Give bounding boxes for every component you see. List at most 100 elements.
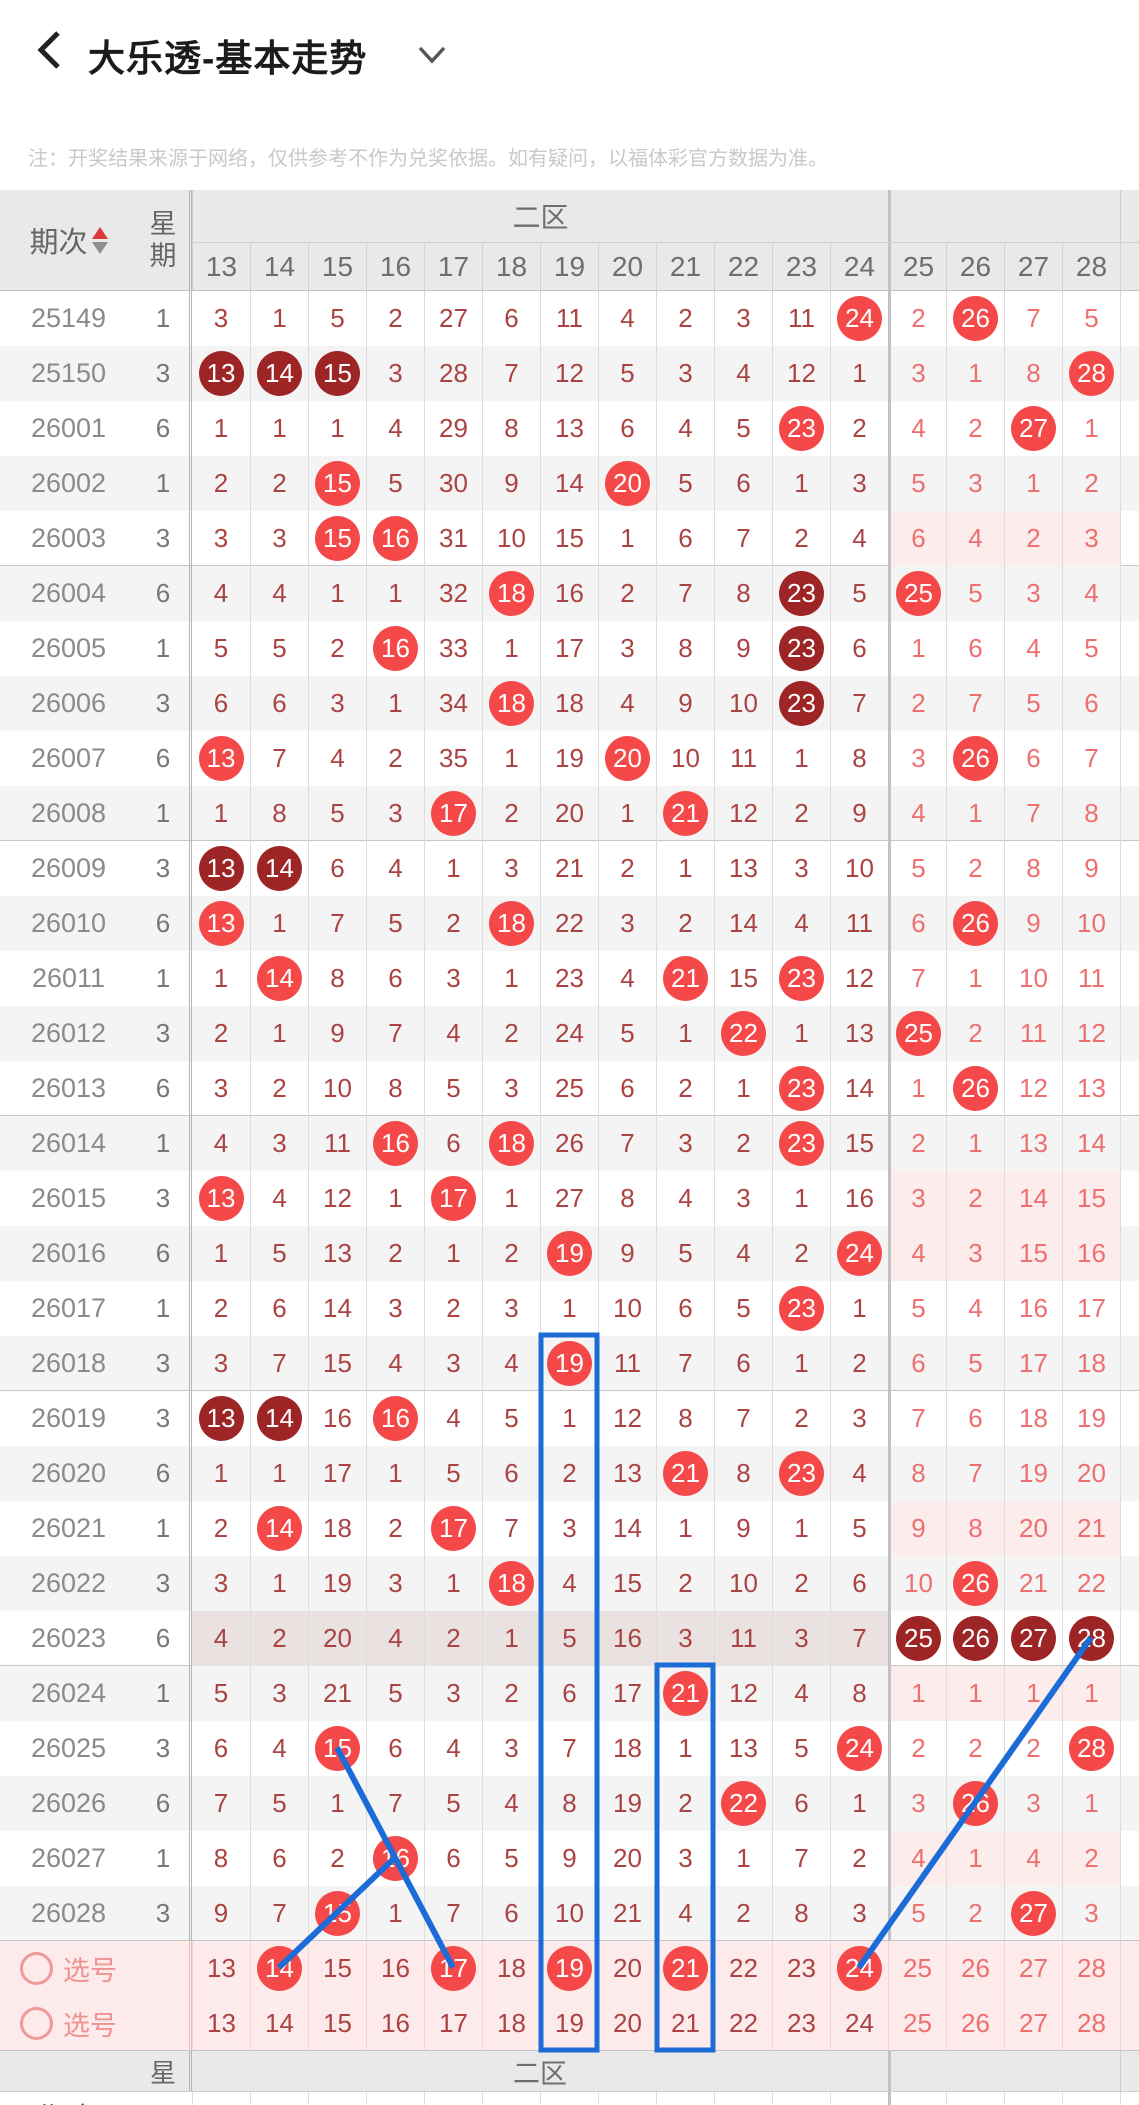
trend-cell: 14 [250, 346, 308, 401]
pick-number-cell[interactable]: 17 [424, 1996, 482, 2051]
drawn-number-ball: 16 [373, 1396, 418, 1441]
trend-cell: 1 [1004, 1666, 1062, 1721]
trend-cell: 6 [772, 1776, 830, 1831]
trend-cell: 2 [946, 1721, 1004, 1776]
trend-cell: 1 [424, 1226, 482, 1281]
trend-cell: 11 [714, 731, 772, 786]
trend-cell: 8 [772, 1886, 830, 1941]
chevron-down-icon[interactable] [418, 46, 446, 64]
pick-number-cell[interactable]: 23 [772, 1941, 830, 1996]
trend-cell: 18 [1004, 1391, 1062, 1446]
pick-number-cell[interactable]: 13 [192, 1941, 250, 1996]
trend-cell: 25 [888, 566, 946, 621]
pick-number-cell[interactable]: 17 [424, 1941, 482, 1996]
pick-number-cell[interactable]: 24 [830, 1941, 888, 1996]
pick-number-cell[interactable]: 23 [772, 1996, 830, 2051]
table-row: 26005 1 5 5 2 16 33 1 17 3 8 9 23 6 1 6 4 5 [0, 621, 1139, 676]
period-cell: 26002 [30, 468, 107, 498]
trend-cell: 3 [656, 1116, 714, 1171]
pick-number-cell[interactable]: 28 [1062, 1996, 1120, 2051]
pick-number-cell[interactable]: 18 [482, 1941, 540, 1996]
pick-number-cell[interactable]: 27 [1004, 1996, 1062, 2051]
pick-number-cell[interactable]: 14 [250, 1996, 308, 2051]
trend-cell: 12 [772, 346, 830, 401]
trend-cell: 14 [250, 1501, 308, 1556]
weekday-cell: 3 [137, 346, 192, 401]
pick-number-cell[interactable]: 14 [250, 1941, 308, 1996]
sort-descending-icon[interactable] [91, 241, 108, 254]
pick-number-cell[interactable]: 15 [308, 1941, 366, 1996]
trend-cell: 1 [482, 1611, 540, 1666]
trend-cell: 4 [213, 1128, 229, 1158]
trend-cell: 4 [424, 1721, 482, 1776]
pick-number-cell[interactable]: 16 [366, 1996, 424, 2051]
pick-number-cell[interactable]: 22 [714, 1941, 772, 1996]
trend-cell: 1 [482, 731, 540, 786]
trend-cell: 1 [366, 676, 424, 731]
trend-cell: 14 [1062, 1116, 1120, 1171]
pick-number-cell[interactable]: 13 [192, 1996, 250, 2051]
drawn-number-ball: 23 [779, 956, 824, 1001]
trend-cell: 9 [1004, 896, 1062, 951]
trend-cell: 2 [946, 1171, 1004, 1226]
trend-cell: 15 [308, 1886, 366, 1941]
pick-number-cell[interactable]: 24 [830, 1996, 888, 2051]
pick-number-cell[interactable]: 27 [1004, 1941, 1062, 1996]
drawn-number-ball[interactable]: 24 [837, 1946, 882, 1991]
sort-ascending-icon[interactable] [91, 226, 108, 239]
trend-cell: 8 [482, 401, 540, 456]
drawn-number-ball: 16 [373, 1836, 418, 1881]
table-row: 26008 1 1 8 5 3 17 2 20 1 21 12 2 9 4 1 7 8 [0, 786, 1139, 841]
trend-cell: 3 [1004, 566, 1062, 621]
pick-number-cell[interactable]: 20 [598, 1941, 656, 1996]
trend-cell: 1 [366, 1171, 424, 1226]
trend-cell: 7 [830, 676, 888, 731]
drawn-number-ball[interactable]: 17 [431, 1946, 476, 1991]
pick-number-cell[interactable]: 22 [714, 1996, 772, 2051]
pick-number-cell[interactable]: 26 [946, 1996, 1004, 2051]
trend-cell: 2 [308, 621, 366, 676]
period-column-header[interactable]: 期次 [0, 190, 137, 290]
trend-cell: 3 [656, 1831, 714, 1886]
drawn-number-ball: 26 [953, 736, 998, 781]
trend-cell: 9 [714, 621, 772, 676]
pick-number-cell[interactable]: 21 [656, 1996, 714, 2051]
pick-number-cell[interactable]: 15 [308, 1996, 366, 2051]
pick-number-cell[interactable]: 26 [946, 1941, 1004, 1996]
trend-cell: 4 [1004, 621, 1062, 676]
trend-cell: 17 [1004, 1336, 1062, 1391]
pick-radio[interactable] [20, 1952, 53, 1985]
pick-number-cell[interactable]: 16 [366, 1941, 424, 1996]
trend-cell: 11 [714, 1611, 772, 1666]
back-icon[interactable] [36, 30, 62, 70]
trend-cell: 2 [366, 1501, 424, 1556]
pick-radio[interactable] [20, 2007, 53, 2040]
trend-cell: 2 [830, 1831, 888, 1886]
drawn-number-ball[interactable]: 21 [663, 1946, 708, 1991]
weekday-cell: 1 [137, 1501, 192, 1556]
trend-cell: 24 [830, 1721, 888, 1776]
trend-cell: 15 [540, 511, 598, 566]
pick-number-cell[interactable]: 20 [598, 1996, 656, 2051]
trend-cell: 1 [946, 346, 1004, 401]
drawn-number-ball[interactable]: 19 [547, 1946, 592, 1991]
trend-cell: 18 [482, 566, 540, 621]
drawn-number-ball-dark: 14 [257, 846, 302, 891]
trend-cell: 1 [830, 346, 888, 401]
trend-cell: 1 [308, 401, 366, 456]
pick-number-cell[interactable]: 21 [656, 1941, 714, 1996]
trend-cell: 22 [540, 896, 598, 951]
trend-cell: 6 [946, 621, 1004, 676]
drawn-number-ball: 14 [257, 956, 302, 1001]
trend-cell: 15 [1004, 1226, 1062, 1281]
drawn-number-ball[interactable]: 14 [257, 1946, 302, 1991]
trend-cell: 12 [598, 1391, 656, 1446]
pick-number-cell[interactable]: 18 [482, 1996, 540, 2051]
trend-cell: 1 [482, 1171, 540, 1226]
pick-number-cell[interactable]: 19 [540, 1941, 598, 1996]
pick-number-cell[interactable]: 19 [540, 1996, 598, 2051]
pick-number-cell[interactable]: 28 [1062, 1941, 1120, 1996]
trend-cell: 5 [830, 1501, 888, 1556]
pick-number-cell[interactable]: 25 [888, 1941, 946, 1996]
pick-number-cell[interactable]: 25 [888, 1996, 946, 2051]
